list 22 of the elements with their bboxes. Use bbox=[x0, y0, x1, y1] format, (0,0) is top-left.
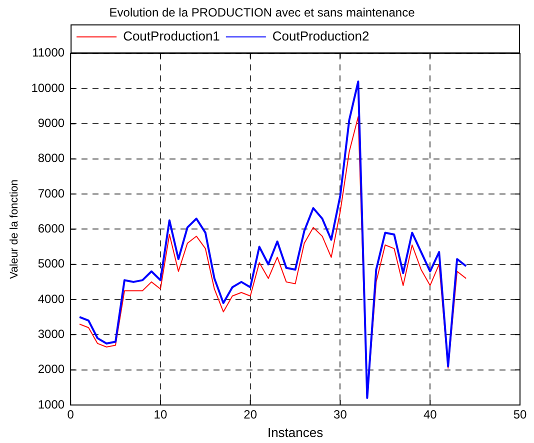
y-tick-label: 10000 bbox=[31, 80, 65, 95]
x-axis-title: Instances bbox=[267, 424, 324, 440]
y-tick-label: 3000 bbox=[38, 326, 65, 341]
y-tick-label: 5000 bbox=[38, 256, 65, 271]
legend-label: CoutProduction2 bbox=[272, 28, 370, 44]
x-tick-label: 30 bbox=[334, 408, 348, 422]
x-tick-label: 0 bbox=[67, 408, 74, 422]
y-tick-label: 9000 bbox=[38, 116, 65, 130]
legend-label: CoutProduction1 bbox=[123, 28, 220, 44]
y-tick-label: 7000 bbox=[38, 186, 65, 200]
y-tick-label: 1000 bbox=[38, 397, 65, 412]
y-tick-label: 4000 bbox=[38, 292, 65, 306]
x-tick-label: 50 bbox=[513, 408, 527, 422]
y-tick-label: 2000 bbox=[38, 362, 65, 376]
chart-title: Evolution de la PRODUCTION avec et sans maintenance bbox=[109, 6, 416, 20]
x-tick-label: 10 bbox=[154, 408, 168, 422]
x-tick-label: 40 bbox=[423, 408, 438, 422]
y-tick-label: 6000 bbox=[38, 222, 65, 236]
y-axis-title: Valeur de la fonction bbox=[8, 179, 21, 279]
y-tick-label: 11000 bbox=[32, 46, 65, 60]
y-tick-label: 8000 bbox=[38, 151, 65, 166]
x-tick-label: 20 bbox=[244, 408, 258, 422]
